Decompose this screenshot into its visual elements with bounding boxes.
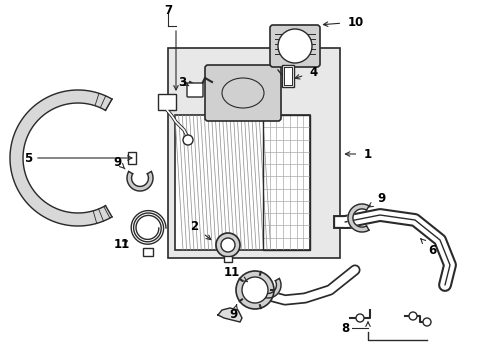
Circle shape [355,314,363,322]
Text: 11: 11 [224,266,247,282]
Polygon shape [218,308,242,322]
Text: 11: 11 [114,238,130,251]
Text: 8: 8 [340,321,348,334]
Bar [158,94,176,110]
Circle shape [183,135,193,145]
Circle shape [422,318,430,326]
Circle shape [408,312,416,320]
Text: 3: 3 [178,76,188,89]
Text: 6: 6 [420,239,435,257]
Bar [142,248,153,256]
Polygon shape [254,279,281,298]
Circle shape [278,29,311,63]
Text: 2: 2 [189,220,210,240]
FancyBboxPatch shape [204,65,281,121]
Bar [224,256,231,262]
Text: 4: 4 [295,66,318,79]
Polygon shape [10,90,112,226]
Text: 9: 9 [114,156,124,169]
Polygon shape [127,171,153,191]
Text: 9: 9 [368,192,386,207]
Bar [175,115,309,250]
Bar [282,65,293,87]
Circle shape [242,277,267,303]
FancyBboxPatch shape [269,25,319,67]
Circle shape [236,271,273,309]
Polygon shape [347,204,368,232]
Text: 10: 10 [323,15,364,28]
Bar [262,115,309,250]
Circle shape [216,233,240,257]
FancyBboxPatch shape [186,83,203,97]
Text: 7: 7 [163,4,172,17]
Text: 9: 9 [229,305,238,320]
Circle shape [221,238,235,252]
Text: 1: 1 [345,148,371,161]
Text: 5: 5 [24,152,132,165]
Bar [168,48,339,258]
Bar [128,152,136,164]
